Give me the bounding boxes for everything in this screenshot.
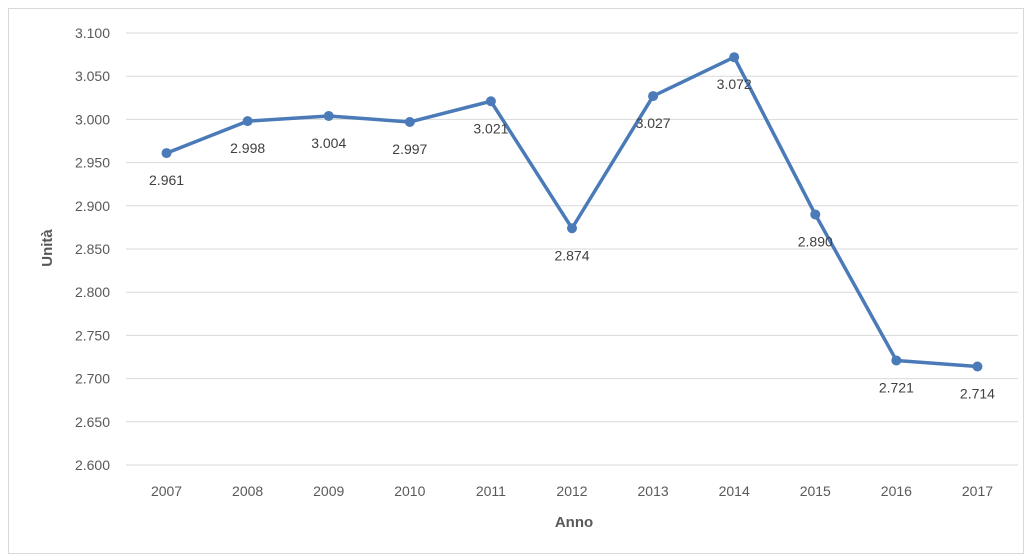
data-label: 2.997 xyxy=(392,141,427,157)
x-tick-label: 2011 xyxy=(476,483,506,499)
data-point xyxy=(404,116,415,127)
data-point xyxy=(810,209,821,220)
data-label: 2.890 xyxy=(798,233,833,249)
data-point xyxy=(242,116,253,127)
data-point xyxy=(972,361,983,372)
x-tick-label: 2008 xyxy=(232,483,263,499)
x-axis-ticks: 2007 2008 2009 2010 2011 2012 2013 2014 2015 2016… xyxy=(151,483,993,499)
y-tick-label: 2.950 xyxy=(75,155,110,171)
y-tick-label: 2.600 xyxy=(75,457,110,473)
data-point xyxy=(729,52,740,63)
y-tick-label: 2.850 xyxy=(75,241,110,257)
data-point xyxy=(485,96,496,107)
y-axis-ticks: 2.600 2.650 2.700 2.750 2.800 2.850 2.900 2.950… xyxy=(75,25,110,473)
x-tick-label: 2016 xyxy=(881,483,912,499)
x-tick-label: 2009 xyxy=(313,483,344,499)
x-tick-label: 2013 xyxy=(638,483,669,499)
data-label: 2.721 xyxy=(879,379,914,395)
series-points xyxy=(161,52,983,372)
chart-area xyxy=(8,8,1024,554)
y-tick-label: 2.650 xyxy=(75,414,110,430)
y-tick-label: 3.050 xyxy=(75,68,110,84)
x-axis-title: Anno xyxy=(555,514,593,531)
y-tick-label: 3.000 xyxy=(75,111,110,127)
data-label: 2.998 xyxy=(230,140,265,156)
data-label: 3.027 xyxy=(636,115,671,131)
x-tick-label: 2014 xyxy=(719,483,750,499)
data-label: 2.714 xyxy=(960,386,995,402)
series-line-path xyxy=(164,55,980,369)
data-point xyxy=(323,110,334,121)
x-tick-label: 2017 xyxy=(962,483,993,499)
y-tick-label: 2.750 xyxy=(75,327,110,343)
data-point xyxy=(891,355,902,366)
x-tick-label: 2012 xyxy=(556,483,587,499)
data-label: 3.072 xyxy=(717,76,752,92)
series-line xyxy=(164,55,980,369)
data-labels: 2.961 2.998 3.004 2.997 3.021 2.874 3.027 3.072… xyxy=(149,76,995,401)
data-label: 2.874 xyxy=(554,247,589,263)
y-tick-label: 2.900 xyxy=(75,198,110,214)
data-label: 2.961 xyxy=(149,172,184,188)
data-label: 3.004 xyxy=(311,135,346,151)
data-point xyxy=(567,223,577,234)
y-axis-title: Unità xyxy=(39,229,56,267)
x-tick-label: 2010 xyxy=(394,483,425,499)
x-tick-label: 2015 xyxy=(800,483,831,499)
data-label: 3.021 xyxy=(473,120,508,136)
data-point xyxy=(161,148,172,159)
x-tick-label: 2007 xyxy=(151,483,182,499)
data-point xyxy=(648,91,659,102)
y-tick-label: 2.800 xyxy=(75,284,110,300)
y-tick-label: 2.700 xyxy=(75,371,110,387)
y-tick-label: 3.100 xyxy=(75,25,110,41)
